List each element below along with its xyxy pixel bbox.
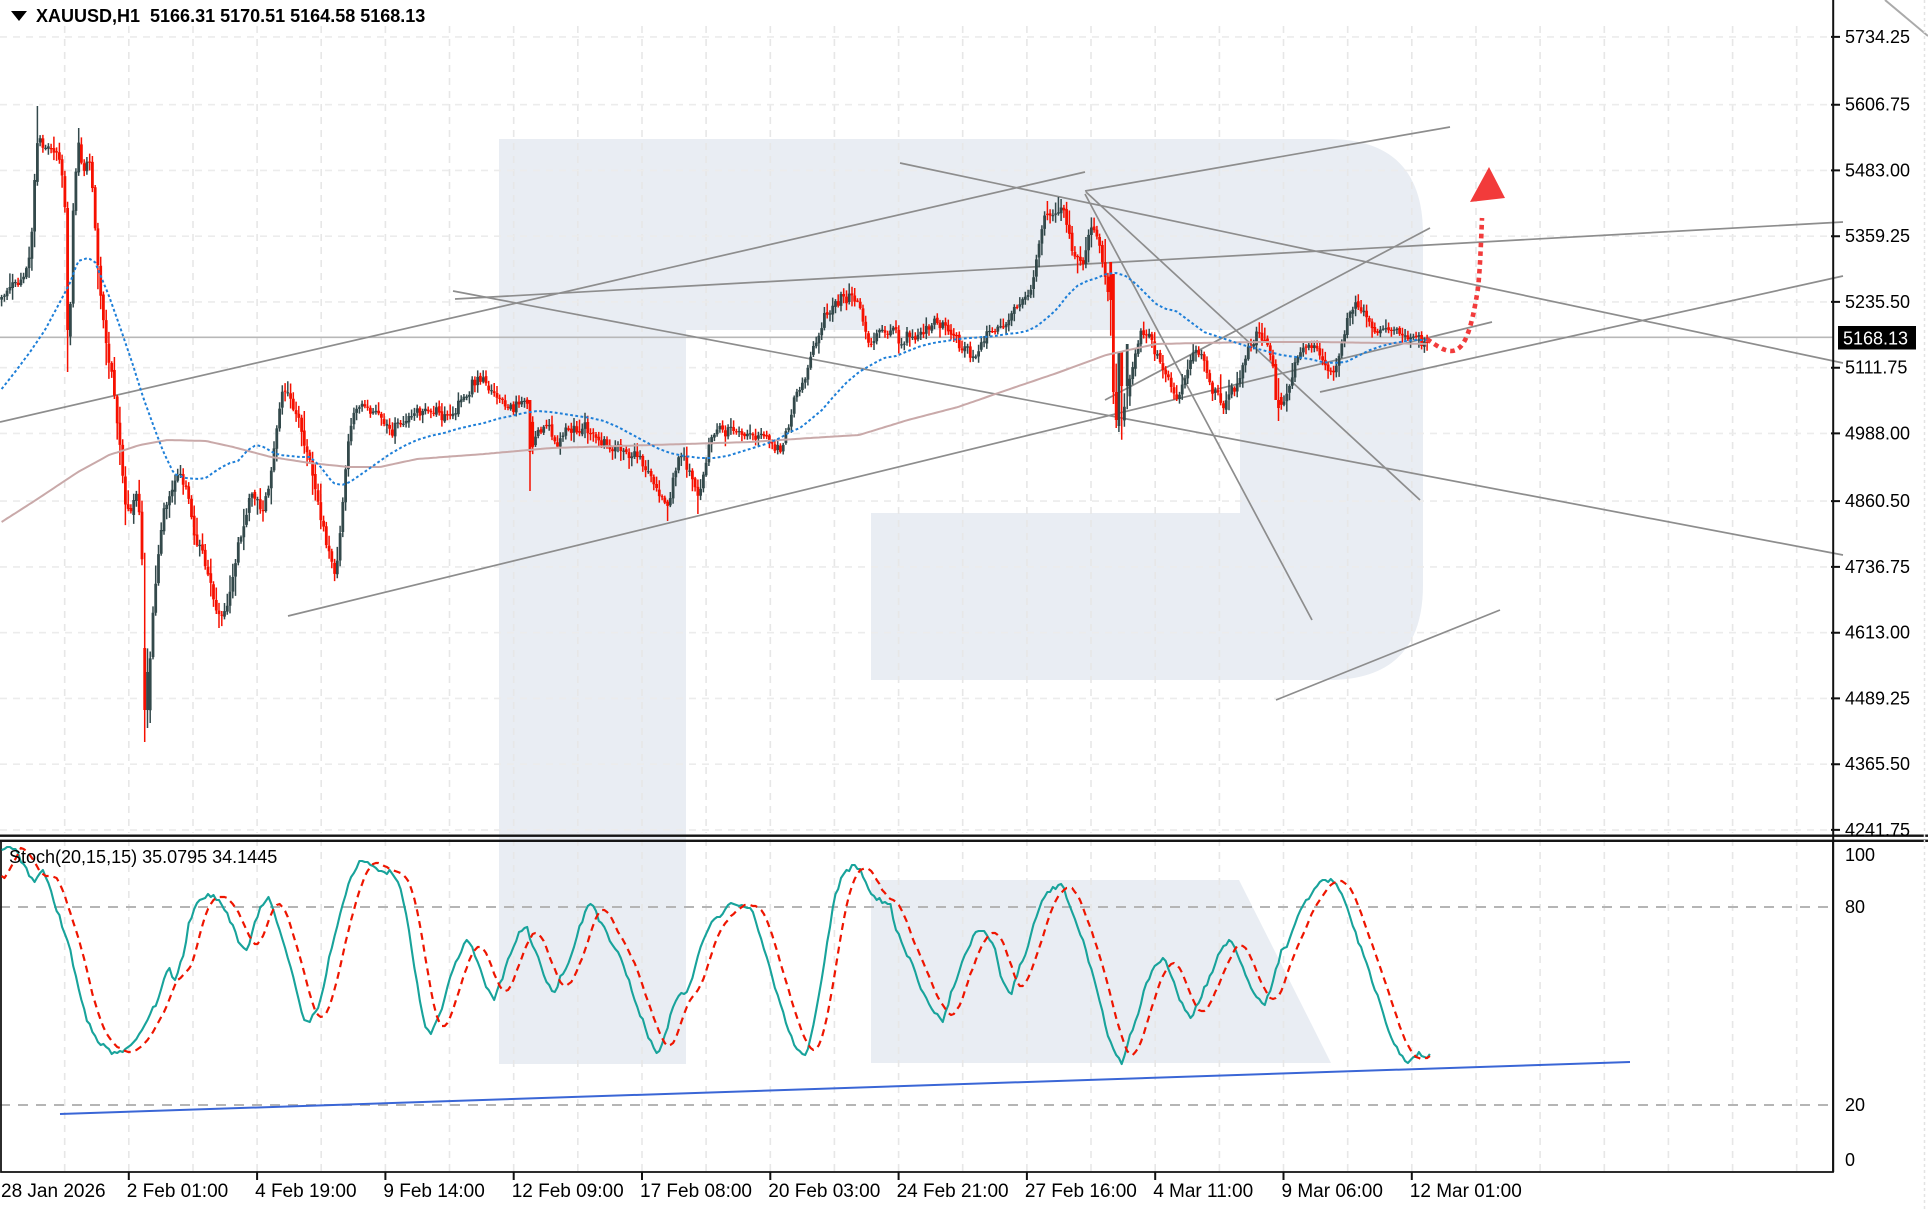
- svg-text:4 Feb 19:00: 4 Feb 19:00: [255, 1181, 356, 1202]
- svg-text:12 Mar 01:00: 12 Mar 01:00: [1410, 1181, 1522, 1202]
- svg-text:24 Feb 21:00: 24 Feb 21:00: [897, 1181, 1009, 1202]
- svg-text:5483.00: 5483.00: [1845, 160, 1910, 180]
- svg-text:4736.75: 4736.75: [1845, 557, 1910, 577]
- svg-text:4489.25: 4489.25: [1845, 688, 1910, 708]
- svg-text:4860.50: 4860.50: [1845, 491, 1910, 511]
- svg-text:5235.50: 5235.50: [1845, 292, 1910, 312]
- svg-text:XAUUSD,H1 5166.31 5170.51 516: XAUUSD,H1 5166.31 5170.51 5164.58 5168.1…: [36, 6, 425, 26]
- svg-text:9 Feb 14:00: 9 Feb 14:00: [383, 1181, 484, 1202]
- svg-text:4241.75: 4241.75: [1845, 820, 1910, 840]
- svg-text:17 Feb 08:00: 17 Feb 08:00: [640, 1181, 752, 1202]
- svg-text:9 Mar 06:00: 9 Mar 06:00: [1282, 1181, 1383, 1202]
- svg-text:0: 0: [1845, 1150, 1855, 1170]
- svg-text:27 Feb 16:00: 27 Feb 16:00: [1025, 1181, 1137, 1202]
- svg-text:80: 80: [1845, 897, 1865, 917]
- svg-text:4988.00: 4988.00: [1845, 423, 1910, 443]
- svg-text:5606.75: 5606.75: [1845, 95, 1910, 115]
- svg-text:12 Feb 09:00: 12 Feb 09:00: [512, 1181, 624, 1202]
- svg-text:28 Jan 2026: 28 Jan 2026: [1, 1181, 106, 1202]
- svg-text:20: 20: [1845, 1095, 1865, 1115]
- svg-text:2 Feb 01:00: 2 Feb 01:00: [127, 1181, 228, 1202]
- svg-text:4365.50: 4365.50: [1845, 754, 1910, 774]
- svg-text:5734.25: 5734.25: [1845, 27, 1910, 47]
- svg-text:5359.25: 5359.25: [1845, 226, 1910, 246]
- svg-text:100: 100: [1845, 845, 1875, 865]
- svg-text:Stoch(20,15,15) 35.0795 34.144: Stoch(20,15,15) 35.0795 34.1445: [9, 847, 277, 867]
- svg-text:5111.75: 5111.75: [1845, 358, 1907, 378]
- svg-text:4613.00: 4613.00: [1845, 623, 1910, 643]
- svg-text:20 Feb 03:00: 20 Feb 03:00: [768, 1181, 880, 1202]
- svg-text:4 Mar 11:00: 4 Mar 11:00: [1153, 1181, 1253, 1202]
- svg-text:5168.13: 5168.13: [1843, 329, 1908, 349]
